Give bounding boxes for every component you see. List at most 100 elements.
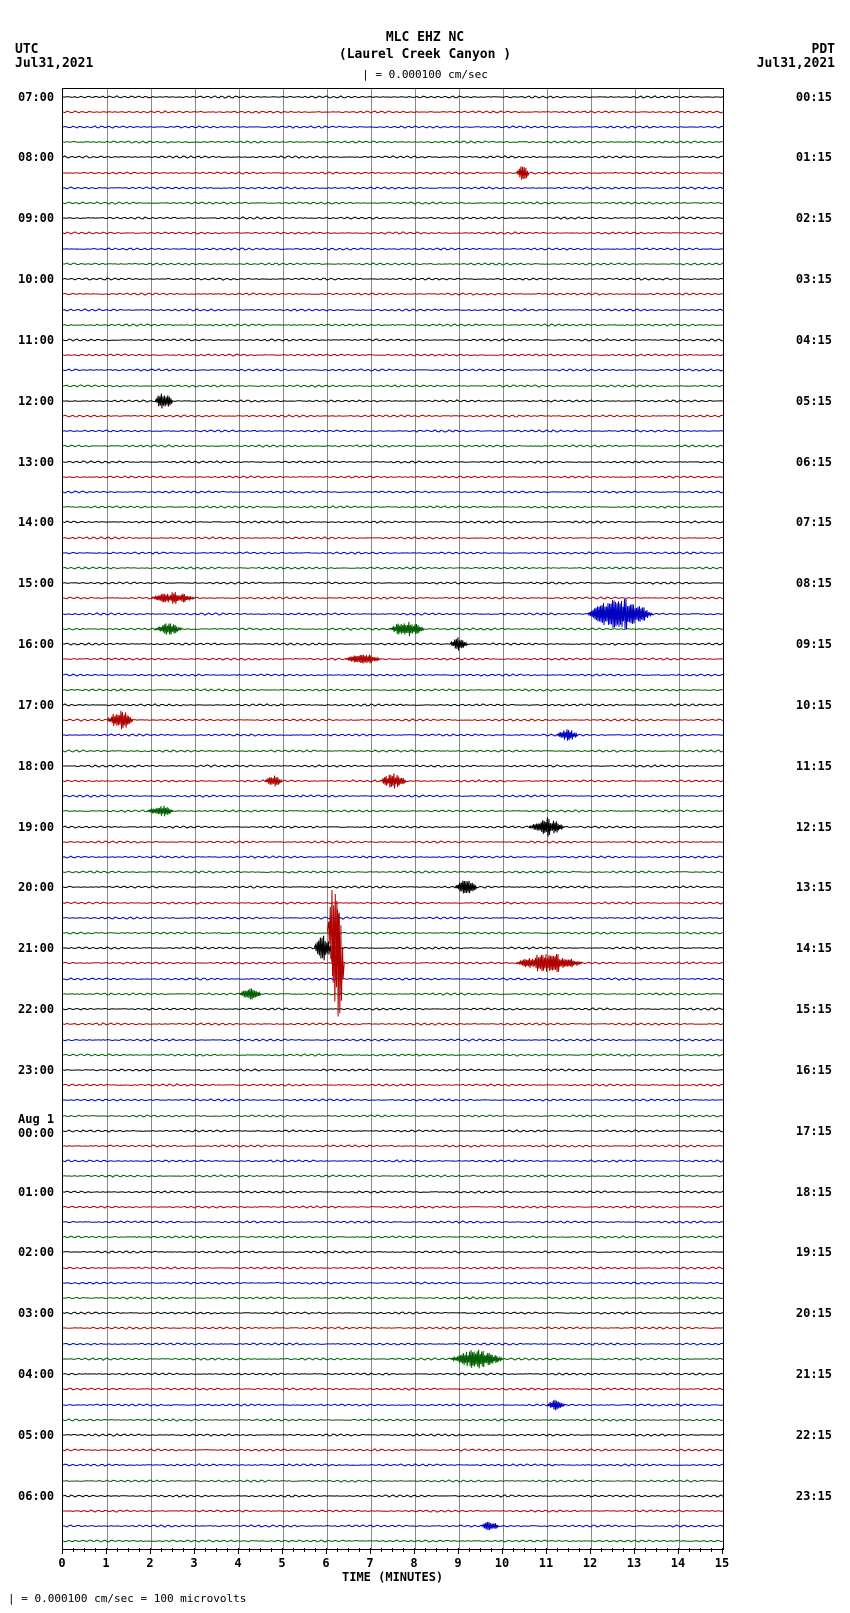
pdt-hour-label: 15:15 xyxy=(796,1002,832,1016)
station-code: MLC EHZ NC xyxy=(0,30,850,47)
trace-row xyxy=(63,1401,723,1409)
trace-row xyxy=(63,975,723,983)
pdt-hour-label: 04:15 xyxy=(796,333,832,347)
trace-row xyxy=(63,382,723,390)
trace-row xyxy=(63,579,723,587)
x-tick-label: 1 xyxy=(102,1556,109,1570)
x-tick-label: 5 xyxy=(278,1556,285,1570)
trace-row xyxy=(63,731,723,739)
trace-row xyxy=(63,229,723,237)
pdt-hour-label: 20:15 xyxy=(796,1306,832,1320)
trace-row xyxy=(63,1324,723,1332)
trace-row xyxy=(63,1340,723,1348)
trace-row xyxy=(63,1127,723,1135)
seismic-event xyxy=(450,1349,503,1369)
pdt-hour-label: 12:15 xyxy=(796,820,832,834)
utc-hour-label: 13:00 xyxy=(18,455,54,469)
trace-row xyxy=(63,1522,723,1530)
seismic-event xyxy=(155,623,181,635)
trace-row xyxy=(63,549,723,557)
trace-row xyxy=(63,1142,723,1150)
x-tick-label: 10 xyxy=(495,1556,509,1570)
seismic-event xyxy=(155,391,173,411)
pdt-hour-label: 08:15 xyxy=(796,576,832,590)
pdt-hour-label: 18:15 xyxy=(796,1185,832,1199)
x-tick-label: 8 xyxy=(410,1556,417,1570)
trace-row xyxy=(63,503,723,511)
trace-row xyxy=(63,1492,723,1500)
utc-hour-label: 03:00 xyxy=(18,1306,54,1320)
trace-row xyxy=(63,1507,723,1515)
trace-row xyxy=(63,1005,723,1013)
trace-row xyxy=(63,838,723,846)
trace-row xyxy=(63,138,723,146)
trace-row xyxy=(63,1416,723,1424)
x-tick-label: 7 xyxy=(366,1556,373,1570)
pdt-hour-label: 10:15 xyxy=(796,698,832,712)
trace-row xyxy=(63,1096,723,1104)
footer-note: | = 0.000100 cm/sec = 100 microvolts xyxy=(8,1592,246,1605)
utc-hour-label: 09:00 xyxy=(18,211,54,225)
trace-row xyxy=(63,640,723,648)
utc-hour-label: 23:00 xyxy=(18,1063,54,1077)
trace-row xyxy=(63,1218,723,1226)
seismic-event xyxy=(331,903,344,1023)
pdt-hour-label: 11:15 xyxy=(796,759,832,773)
trace-row xyxy=(63,1248,723,1256)
trace-row xyxy=(63,1370,723,1378)
trace-row xyxy=(63,366,723,374)
trace-row xyxy=(63,1157,723,1165)
seismic-event xyxy=(147,805,173,817)
trace-row xyxy=(63,762,723,770)
trace-row xyxy=(63,184,723,192)
trace-row xyxy=(63,929,723,937)
trace-row xyxy=(63,412,723,420)
pdt-hour-label: 17:15 xyxy=(796,1124,832,1138)
trace-row xyxy=(63,473,723,481)
utc-hour-label: 19:00 xyxy=(18,820,54,834)
seismic-event xyxy=(455,879,477,895)
trace-row xyxy=(63,959,723,967)
seismic-event xyxy=(345,653,380,665)
seismic-event xyxy=(265,775,283,787)
trace-row xyxy=(63,914,723,922)
tz-right-label: PDT xyxy=(812,42,835,57)
x-tick-label: 0 xyxy=(58,1556,65,1570)
header: MLC EHZ NC (Laurel Creek Canyon ) xyxy=(0,30,850,64)
pdt-hour-label: 19:15 xyxy=(796,1245,832,1259)
utc-hour-label: 17:00 xyxy=(18,698,54,712)
seismic-event xyxy=(516,953,582,973)
trace-row xyxy=(63,686,723,694)
trace-row xyxy=(63,534,723,542)
trace-row xyxy=(63,245,723,253)
trace-row xyxy=(63,214,723,222)
pdt-hour-label: 21:15 xyxy=(796,1367,832,1381)
trace-row xyxy=(63,1188,723,1196)
pdt-hour-label: 22:15 xyxy=(796,1428,832,1442)
trace-row xyxy=(63,655,723,663)
seismic-event xyxy=(529,817,564,837)
seismogram-container: MLC EHZ NC (Laurel Creek Canyon ) | = 0.… xyxy=(0,0,850,1613)
seismic-event xyxy=(547,1399,565,1411)
trace-row xyxy=(63,564,723,572)
x-tick-label: 15 xyxy=(715,1556,729,1570)
trace-row xyxy=(63,1309,723,1317)
utc-hour-label: 12:00 xyxy=(18,394,54,408)
station-location: (Laurel Creek Canyon ) xyxy=(0,47,850,64)
trace-row xyxy=(63,1066,723,1074)
seismic-event xyxy=(239,988,261,1000)
trace-row xyxy=(63,701,723,709)
pdt-hour-label: 00:15 xyxy=(796,90,832,104)
trace-row xyxy=(63,351,723,359)
seismic-event xyxy=(380,773,406,789)
seismic-event xyxy=(314,934,332,962)
trace-row xyxy=(63,1036,723,1044)
seismic-event xyxy=(450,636,468,652)
trace-row xyxy=(63,1203,723,1211)
trace-row xyxy=(63,1446,723,1454)
seismic-event xyxy=(516,165,529,181)
trace-row xyxy=(63,306,723,314)
trace-row xyxy=(63,1477,723,1485)
trace-row xyxy=(63,747,723,755)
trace-row xyxy=(63,518,723,526)
